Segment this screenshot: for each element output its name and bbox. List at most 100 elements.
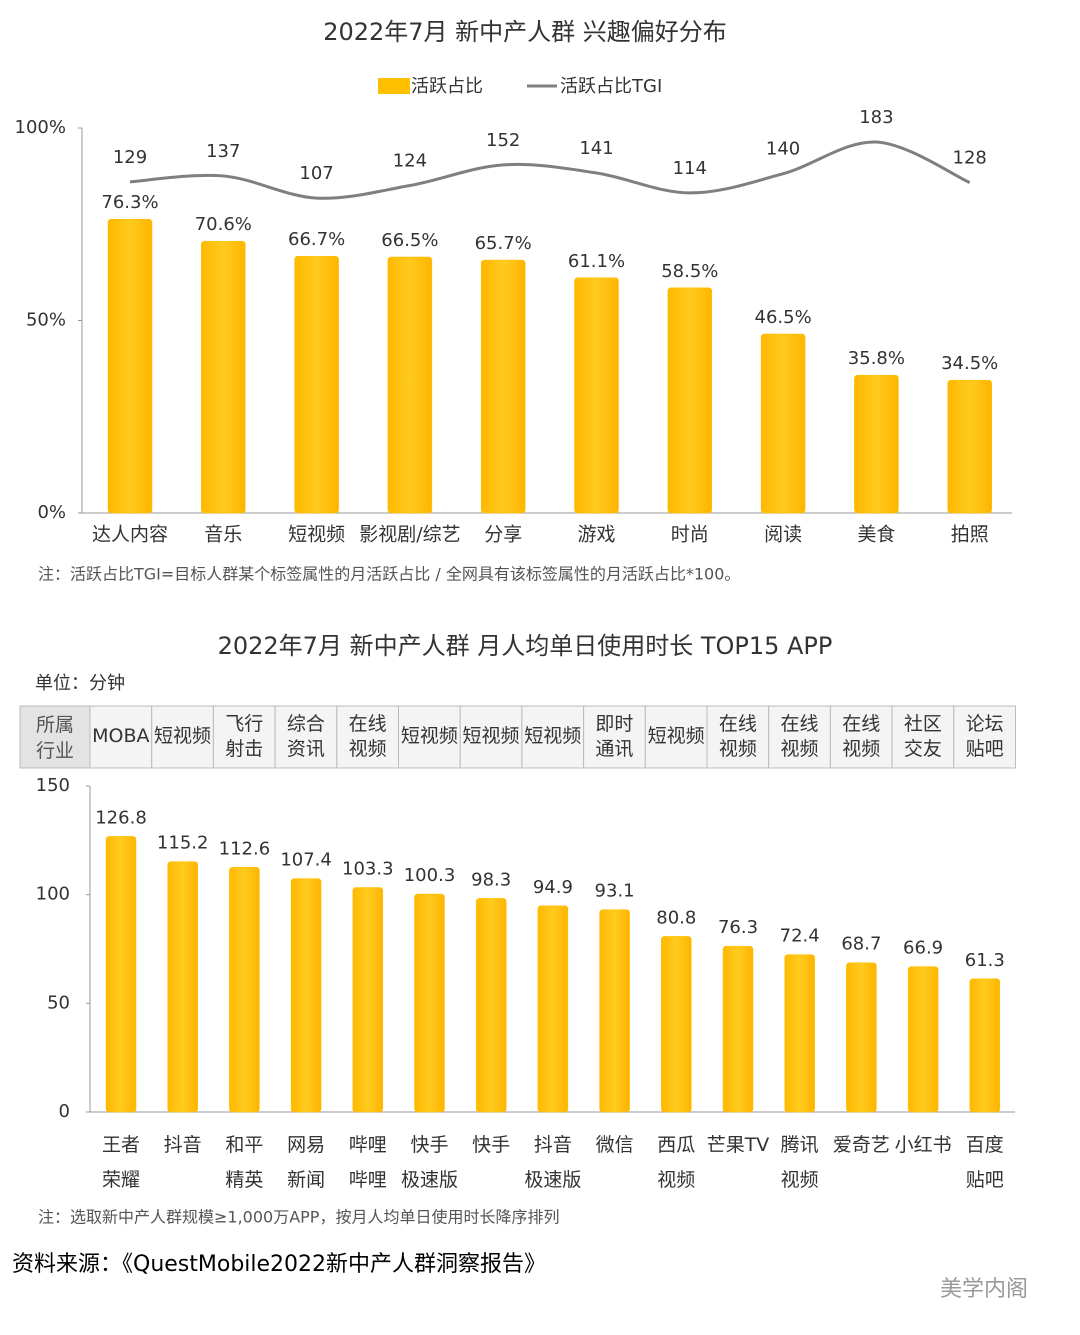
unit-label: 单位：分钟 (35, 673, 125, 694)
table-header-cell (19, 705, 91, 769)
watermark: 美学内阁 (940, 1277, 1028, 1302)
bar (907, 966, 939, 1113)
data-label: 94.9 (533, 877, 573, 898)
legend-swatch (378, 78, 410, 94)
data-label: 61.3 (965, 950, 1005, 971)
x-tick-label: 快手 极速版 (400, 1134, 458, 1191)
data-label: 35.8% (848, 348, 905, 369)
table-cell (151, 705, 214, 769)
x-tick-label: 短视频 (288, 524, 345, 546)
y-tick-label: 50% (26, 310, 66, 331)
bar (599, 909, 630, 1113)
industry: 短视频 (647, 725, 705, 747)
note: 注：活跃占比TGI=目标人群某个标签属性的月活跃占比 / 全网具有该标签属性的月… (38, 565, 740, 584)
source: 资料来源：《QuestMobile2022新中产人群洞察报告》 (12, 1252, 546, 1277)
bar (105, 836, 137, 1113)
y-tick-label: 100 (36, 884, 70, 905)
data-label: 124 (393, 151, 427, 172)
y-tick-label: 150 (36, 775, 70, 796)
chart-title: 2022年7月 新中产人群 兴趣偏好分布 (323, 18, 727, 46)
data-label: 103.3 (342, 858, 394, 879)
data-label: 34.5% (941, 353, 998, 374)
x-tick-label: 哔哩 哔哩 (348, 1134, 387, 1191)
table-cell (521, 705, 585, 769)
table-cell (644, 705, 708, 769)
bar (352, 887, 384, 1113)
bar (760, 333, 806, 514)
data-label: 112.6 (219, 838, 271, 859)
x-tick-label: 时尚 (671, 524, 709, 546)
data-label: 80.8 (656, 907, 696, 928)
data-label: 107 (299, 163, 333, 184)
table-cell (459, 705, 523, 769)
table-header: 所属 行业 (35, 714, 74, 762)
x-tick-label: 小红书 (894, 1134, 952, 1156)
x-tick-label: 网易 新闻 (287, 1134, 326, 1191)
industry: 即时 通讯 (595, 713, 634, 760)
data-label: 128 (953, 148, 987, 169)
bar (574, 277, 619, 514)
x-tick-label: 影视剧/综艺 (359, 524, 460, 546)
data-label: 61.1% (568, 251, 625, 272)
bar (537, 905, 569, 1113)
y-tick-label: 50 (47, 992, 70, 1013)
industry: 在线 视频 (842, 713, 881, 760)
data-label: 98.3 (471, 869, 511, 890)
industry: 综合 资讯 (286, 713, 325, 760)
x-tick-label: 腾讯 视频 (780, 1134, 819, 1191)
x-tick-label: 游戏 (577, 524, 615, 546)
table-cell (768, 705, 831, 769)
data-label: 114 (673, 158, 707, 179)
x-tick-label: 抖音 极速版 (524, 1134, 582, 1191)
data-label: 107.4 (280, 850, 332, 871)
bar (661, 936, 692, 1113)
y-tick-label: 100% (15, 117, 66, 138)
x-tick-label: 音乐 (204, 524, 242, 546)
chart-title: 2022年7月 新中产人群 月人均单日使用时长 TOP15 APP (218, 632, 833, 660)
x-tick-label: 爱奇艺 (832, 1134, 890, 1156)
industry: 社区 交友 (903, 713, 942, 760)
industry: 短视频 (154, 725, 212, 747)
industry: 论坛 贴吧 (965, 713, 1004, 760)
note: 注：选取新中产人群规模≥1,000万APP，按月人均单日使用时长降序排列 (38, 1208, 559, 1227)
legend-label: 活跃占比 (411, 76, 483, 97)
table-cell (583, 705, 646, 769)
bar (414, 893, 445, 1113)
bar (846, 962, 877, 1113)
bar (722, 945, 754, 1113)
data-label: 58.5% (661, 261, 718, 282)
industry: 短视频 (400, 725, 458, 747)
y-tick-label: 0% (37, 502, 66, 523)
x-tick-label: 西瓜 视频 (657, 1134, 696, 1191)
table-cell (89, 705, 153, 769)
x-tick-label: 拍照 (951, 524, 989, 546)
y-tick-label: 0 (59, 1101, 70, 1122)
industry: 短视频 (462, 725, 520, 747)
x-tick-label: 微信 (595, 1134, 634, 1156)
x-tick-label: 分享 (484, 524, 522, 546)
bar (480, 259, 526, 514)
data-label: 46.5% (755, 307, 812, 328)
data-label: 129 (113, 147, 147, 168)
data-label: 66.9 (903, 938, 943, 959)
table-cell (953, 705, 1016, 769)
x-tick-label: 快手 (472, 1134, 511, 1156)
x-tick-label: 芒果TV (706, 1134, 770, 1156)
bar (947, 379, 992, 514)
bar (107, 218, 153, 514)
data-label: 76.3% (101, 192, 158, 213)
table-cell (212, 705, 276, 769)
table-cell (398, 705, 461, 769)
industry: 短视频 (524, 725, 582, 747)
data-label: 65.7% (475, 233, 532, 254)
table-cell (891, 705, 955, 769)
industry: 在线 视频 (780, 713, 819, 760)
data-label: 137 (206, 141, 240, 162)
data-label: 76.3 (718, 917, 758, 938)
data-label: 66.7% (288, 229, 345, 250)
x-tick-label: 达人内容 (92, 524, 168, 546)
bar (784, 954, 815, 1113)
data-label: 141 (579, 138, 613, 159)
industry: 在线 视频 (348, 713, 387, 760)
